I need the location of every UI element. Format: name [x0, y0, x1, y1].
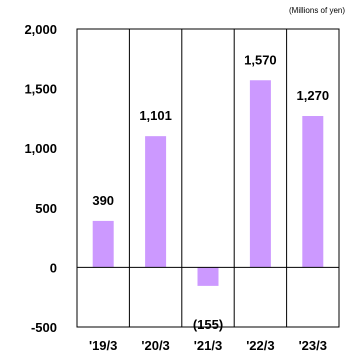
- data-label: (155): [193, 317, 223, 332]
- plot-frame: [76, 28, 340, 328]
- bar-0: [92, 220, 114, 268]
- data-label: 1,101: [139, 108, 172, 123]
- x-tick-label: '20/3: [141, 338, 169, 353]
- data-label: 1,570: [244, 52, 277, 67]
- y-tick-label: 1,000: [24, 141, 57, 156]
- bar-1: [145, 136, 167, 268]
- data-label: 390: [92, 193, 114, 208]
- x-tick-label: '22/3: [246, 338, 274, 353]
- bar-4: [302, 116, 324, 268]
- y-tick-label: 1,500: [24, 82, 57, 97]
- bar-2: [197, 267, 219, 286]
- unit-label: (Millions of yen): [289, 6, 345, 15]
- y-tick-label: -500: [31, 320, 57, 335]
- x-tick-label: '21/3: [194, 338, 222, 353]
- y-tick-label: 2,000: [24, 22, 57, 37]
- y-tick-label: 0: [50, 260, 57, 275]
- data-label: 1,270: [297, 88, 330, 103]
- x-tick-label: '19/3: [89, 338, 117, 353]
- y-tick-label: 500: [35, 201, 57, 216]
- x-tick-label: '23/3: [299, 338, 327, 353]
- bar-3: [249, 80, 271, 268]
